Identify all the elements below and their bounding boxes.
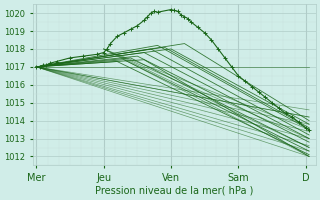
X-axis label: Pression niveau de la mer( hPa ): Pression niveau de la mer( hPa ) (95, 186, 253, 196)
